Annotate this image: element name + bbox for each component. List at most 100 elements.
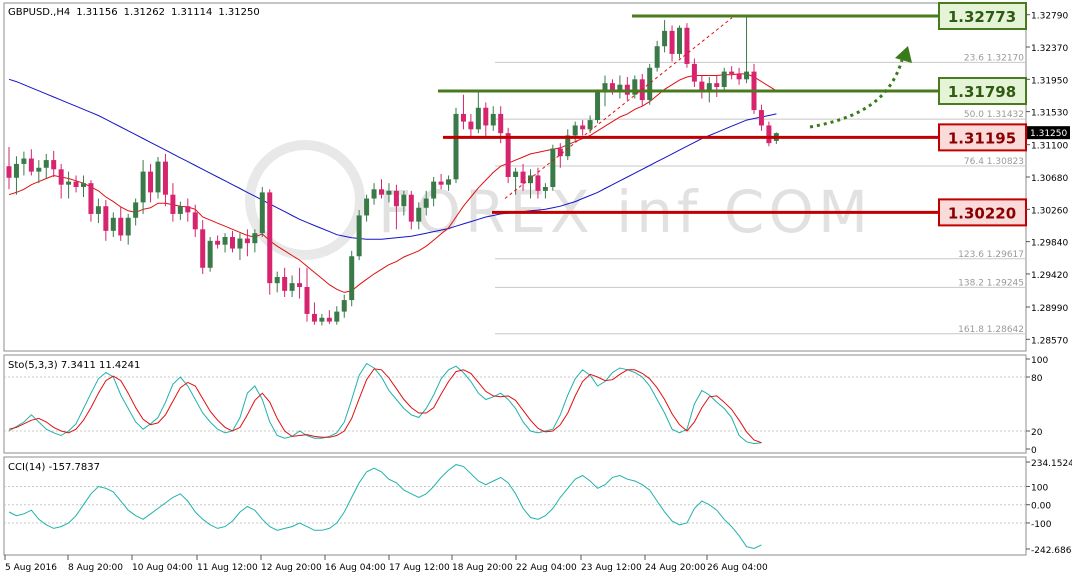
candle-bull: [453, 113, 459, 180]
candle-bear: [438, 181, 444, 185]
time-label: 12 Aug 20:00: [261, 563, 322, 573]
candle-bear: [393, 190, 399, 207]
candle-bear: [118, 217, 124, 236]
candle-bear: [103, 206, 109, 231]
time-label: 23 Aug 12:00: [581, 563, 642, 573]
fib-label: 123.6 1.29617: [958, 250, 1024, 260]
candle-bear: [200, 229, 206, 268]
candle-bear: [758, 110, 764, 126]
candle-bull: [95, 206, 101, 214]
candle-bear: [267, 192, 273, 284]
time-axis: 5 Aug 2016 8 Aug 20:00 10 Aug 04:00 11 Aug …: [4, 555, 768, 573]
candle-bull: [528, 175, 533, 184]
candle-bear: [483, 107, 489, 126]
candle-bull: [289, 283, 295, 291]
current-price-tag: [1027, 126, 1070, 140]
cci-tick-label: 0.00: [1031, 502, 1051, 512]
candle-bear: [498, 113, 504, 134]
candle-bull: [81, 183, 86, 187]
drawn-levels: 1.32773 1.31798 1.31195 1.30220: [438, 2, 1027, 227]
candle-bear: [460, 113, 466, 122]
price-tick-label: 1.31100: [1031, 142, 1068, 152]
fib-label: 50.0 1.31432: [964, 110, 1024, 120]
stoch-tick-label: 100: [1031, 356, 1048, 366]
candle-bull: [364, 198, 370, 216]
time-label: 17 Aug 12:00: [389, 563, 450, 573]
fib-label: 161.8 1.28642: [958, 325, 1024, 335]
candle-bull: [542, 187, 548, 191]
candle-bear: [669, 30, 675, 54]
candle-bull: [572, 125, 578, 136]
candle-bull: [677, 27, 682, 54]
candle-bull: [177, 206, 183, 214]
candle-bear: [88, 183, 94, 214]
current-price-label: 1.31250: [1030, 129, 1067, 139]
level-label-box: [938, 198, 1027, 227]
candle-bull: [371, 189, 377, 199]
stoch-tick-label: 0: [1031, 446, 1037, 456]
time-label: 11 Aug 12:00: [197, 563, 258, 573]
candlesticks: [6, 16, 779, 326]
candle-bull: [416, 207, 422, 222]
header-open: 1.31156: [76, 7, 117, 18]
cci-pane: 234.1524 100 0.00 -100 -242.6864: [4, 459, 1072, 556]
candle-bull: [21, 158, 27, 164]
time-label: 24 Aug 20:00: [645, 563, 706, 573]
time-label: 8 Aug 20:00: [68, 563, 123, 573]
time-label: 26 Aug 04:00: [707, 563, 768, 573]
candle-bear: [297, 283, 303, 287]
candle-bull: [125, 217, 131, 236]
price-tick-label: 1.32370: [1031, 44, 1068, 54]
candle-bull: [155, 161, 161, 193]
candle-bull: [423, 198, 429, 208]
candle-bear: [185, 206, 191, 213]
candle-bull: [222, 237, 228, 245]
candle-bull: [386, 190, 392, 195]
price-tick-label: 1.30680: [1031, 174, 1068, 184]
level-label-box: [938, 123, 1027, 152]
candle-bull: [207, 240, 213, 268]
symbol-header: GBPUSD.,H4 1.31156 1.31262 1.31114 1.31250: [8, 7, 260, 18]
stoch-main-line: [8, 362, 762, 445]
symbol-timeframe: GBPUSD.,H4: [8, 7, 70, 18]
stoch-title: Sto(5,3,3) 7.3411 11.4241: [8, 360, 140, 371]
cci-line: [8, 464, 762, 550]
candle-bull: [647, 67, 653, 101]
candle-bear: [51, 160, 57, 170]
candle-bull: [565, 135, 571, 157]
stoch-tick-label: 80: [1031, 374, 1043, 384]
candle-bull: [259, 192, 265, 234]
level-label: 1.30220: [948, 204, 1016, 222]
candle-bear: [28, 158, 34, 172]
candle-bear: [736, 73, 742, 80]
candle-bear: [326, 317, 332, 322]
header-high: 1.31262: [124, 7, 165, 18]
candle-bull: [43, 160, 49, 168]
candle-bear: [699, 81, 705, 91]
candle-bull: [617, 84, 623, 91]
time-label: 5 Aug 2016: [5, 563, 57, 573]
candle-bull: [632, 79, 638, 95]
ma-slow-line: [8, 78, 777, 240]
header-low: 1.31114: [171, 7, 212, 18]
candle-bear: [379, 189, 384, 195]
cci-pane-border: [3, 456, 1027, 556]
trend-line: [504, 17, 733, 199]
candle-bear: [535, 175, 541, 191]
candle-bear: [58, 169, 64, 185]
candle-bull: [356, 215, 362, 257]
price-tick-label: 1.29420: [1031, 271, 1068, 281]
level-label-box: [938, 77, 1027, 105]
candle-bull: [602, 83, 608, 93]
candle-bull: [446, 179, 452, 185]
candle-bull: [595, 92, 601, 121]
candle-bull: [110, 217, 116, 231]
candle-bear: [684, 27, 690, 64]
price-tick-label: 1.30260: [1031, 206, 1068, 216]
time-label: 16 Aug 04:00: [325, 563, 386, 573]
candle-bull: [662, 30, 668, 47]
price-tick-label: 1.32790: [1031, 12, 1068, 22]
